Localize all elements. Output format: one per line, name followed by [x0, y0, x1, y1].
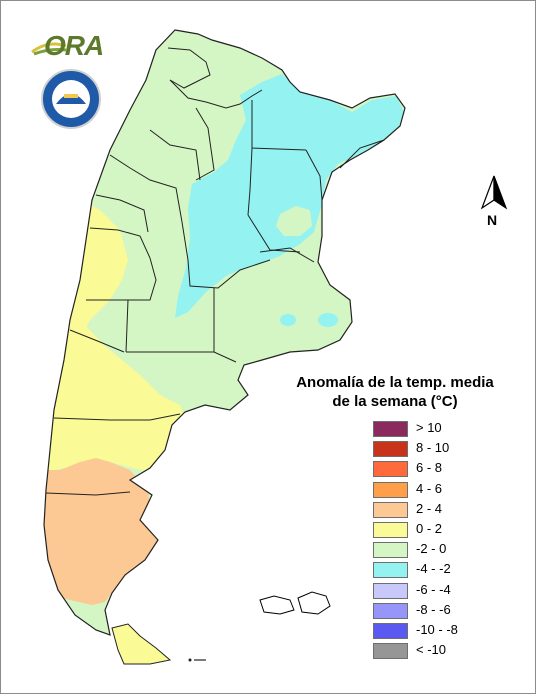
legend-label: -10 - -8	[416, 622, 458, 637]
border-entrerios	[259, 247, 315, 263]
legend-title-line2: de la semana (°C)	[332, 393, 458, 410]
border-rionegro	[53, 413, 181, 421]
fill-cyan-patch	[280, 314, 296, 326]
tierra-del-fuego-shape	[111, 623, 172, 665]
fill-yellow-patagonia	[44, 300, 186, 470]
border-mendoza	[86, 299, 129, 353]
legend-title-line1: Anomalía de la temp. media	[296, 374, 494, 391]
legend-item: 0 - 2	[373, 520, 513, 540]
legend-swatch	[373, 461, 408, 478]
ora-leaf-arc	[33, 48, 67, 56]
fill-cyan-zone	[175, 74, 404, 318]
legend-swatch	[373, 441, 408, 458]
legend-swatch	[373, 542, 408, 559]
ora-logo	[31, 42, 67, 56]
legend-item: 6 - 8	[373, 459, 513, 479]
legend-item: < -10	[373, 641, 513, 661]
border-santafe	[247, 214, 301, 253]
legend-swatch	[373, 623, 408, 639]
legend-item: -2 - 0	[373, 540, 513, 560]
border-lapampa	[126, 351, 237, 363]
border-sanjuan	[89, 227, 151, 259]
province-borders	[43, 29, 406, 636]
border-catamarca	[109, 154, 183, 223]
legend-item: -8 - -6	[373, 601, 513, 621]
legend-swatch	[373, 602, 408, 619]
fill-orange-south	[44, 458, 162, 605]
border-cordoba	[181, 221, 271, 289]
seal-wing	[56, 94, 86, 104]
legend-swatch	[373, 421, 408, 437]
legend-item: -6 - -4	[373, 581, 513, 601]
country-outline	[43, 29, 406, 636]
legend-swatch	[373, 582, 408, 599]
legend-item: 8 - 10	[373, 439, 513, 459]
ora-sun-arc	[31, 42, 67, 54]
border-tucuman	[149, 129, 201, 181]
legend-swatch	[373, 501, 408, 518]
border-corrientes	[305, 149, 323, 201]
legend-swatch	[373, 643, 408, 660]
legend-label: -8 - -6	[416, 601, 451, 617]
smn-seal	[41, 69, 101, 129]
border-chubut	[45, 491, 131, 496]
tierra-del-fuego	[111, 623, 206, 665]
legend-item: -4 - -2	[373, 560, 513, 580]
legend-label: 4 - 6	[416, 480, 443, 496]
legend-label: 2 - 4	[416, 500, 443, 516]
legend-title: Anomalía de la temp. media de la semana …	[290, 373, 500, 411]
legend-item: -10 - -8	[373, 621, 513, 641]
fill-cyan-patch	[318, 313, 338, 327]
ora-logo-text: ORA	[44, 30, 104, 61]
isla-estados	[188, 658, 192, 662]
malvinas-west	[259, 595, 295, 615]
legend-label: -4 - -2	[416, 561, 451, 577]
border-santiago	[195, 107, 215, 181]
legend-label: 6 - 8	[416, 460, 443, 476]
malvinas-islands	[259, 591, 331, 615]
north-label: N	[487, 212, 498, 228]
border-jujuy	[167, 47, 211, 89]
legend-label: 0 - 2	[416, 521, 443, 536]
legend-swatch	[373, 522, 408, 538]
border-salta-north	[169, 79, 263, 109]
seal-sun	[64, 94, 78, 98]
north-arrow-icon	[480, 175, 508, 210]
legend-item: 2 - 4	[373, 500, 513, 520]
legend-item: > 10	[373, 419, 513, 439]
border-larioja	[95, 194, 149, 233]
legend-label: < -10	[416, 642, 446, 658]
fill-green-island	[276, 206, 312, 236]
border-sanluis	[128, 257, 157, 301]
legend-swatch	[373, 562, 408, 579]
malvinas-east	[297, 591, 331, 615]
border-chaco	[247, 147, 253, 216]
border-neuquen	[69, 329, 125, 353]
border-misiones	[339, 139, 385, 169]
legend-label: 8 - 10	[416, 440, 450, 456]
legend-item: 4 - 6	[373, 480, 513, 500]
legend-label: > 10	[416, 420, 442, 435]
legend-label: -6 - -4	[416, 581, 451, 597]
legend-swatch	[373, 481, 408, 498]
legend-label: -2 - 0	[416, 541, 447, 557]
